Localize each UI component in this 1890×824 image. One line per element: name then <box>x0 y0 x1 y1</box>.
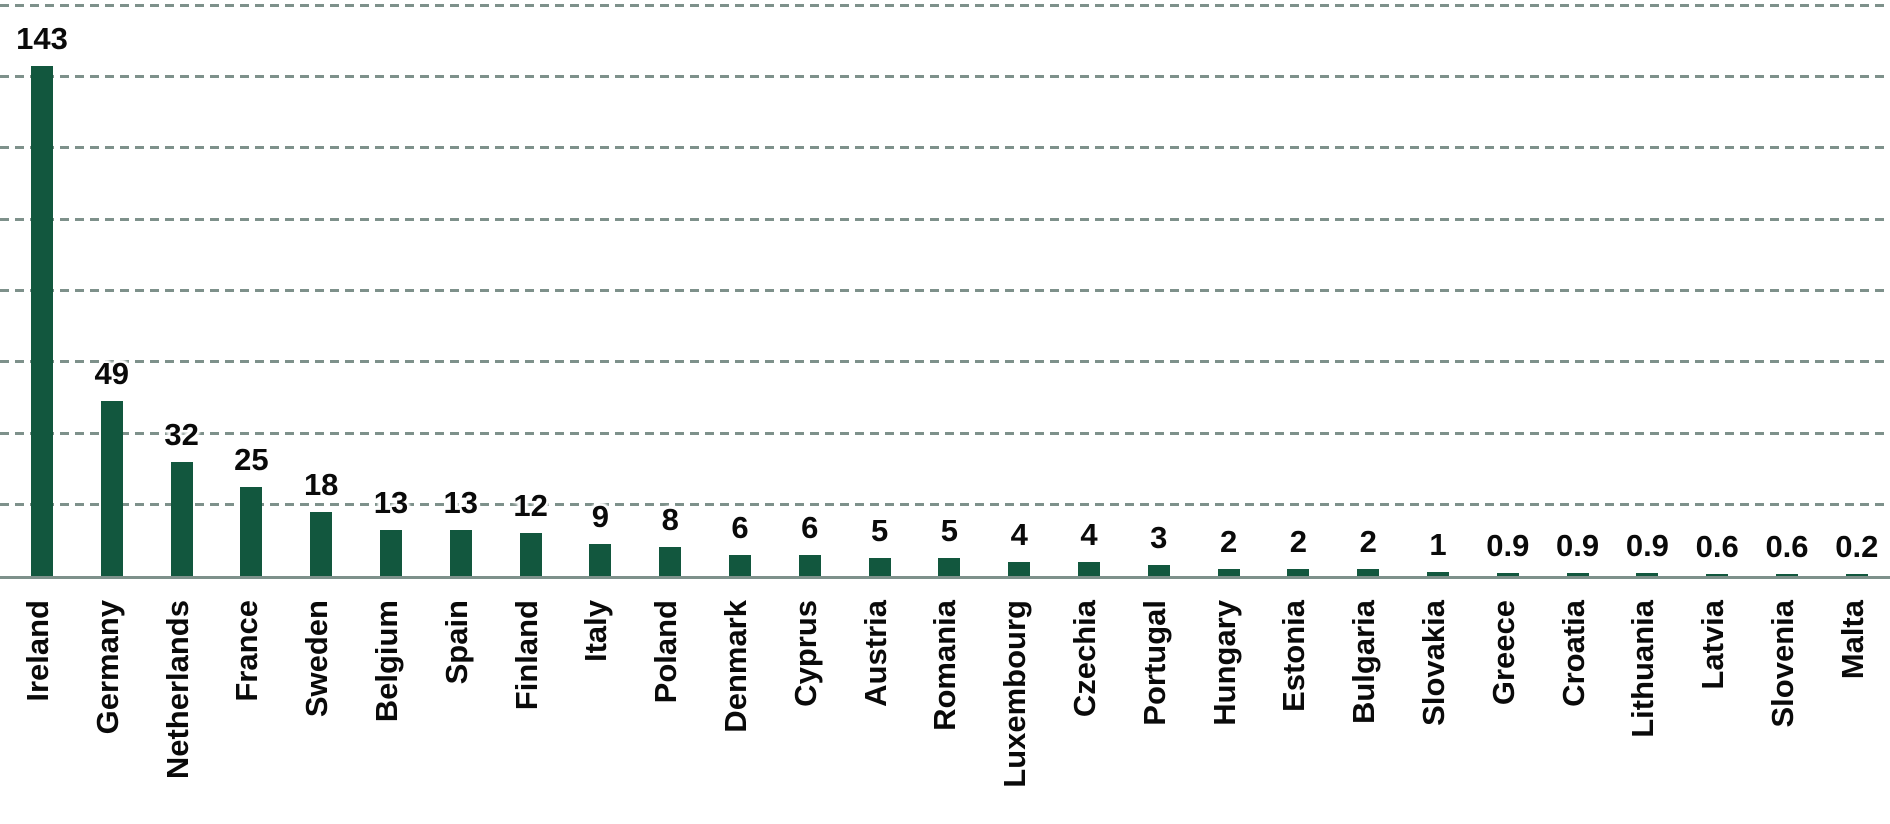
bar <box>380 529 402 576</box>
bar <box>1845 574 1868 576</box>
bar-value-label: 2 <box>1219 523 1238 559</box>
bar <box>240 486 263 576</box>
bar-value-label: 2 <box>1359 523 1377 559</box>
bar-value-label: 6 <box>731 509 749 545</box>
bar-value-label: 2 <box>1289 523 1308 559</box>
bar-value-label: 9 <box>591 498 610 534</box>
x-axis-category-label: Bulgaria <box>1346 600 1382 725</box>
x-axis-category-label: Slovenia <box>1765 600 1800 728</box>
x-axis-category-label: Portugal <box>1136 600 1172 726</box>
x-axis-category-label: Netherlands <box>159 600 195 780</box>
x-axis-category-label: Sweden <box>299 600 335 718</box>
bar <box>519 533 542 576</box>
bar-value-label: 25 <box>234 441 269 477</box>
x-axis-category-label: Estonia <box>1276 600 1312 712</box>
gridline <box>0 74 1890 78</box>
bar <box>938 558 961 576</box>
x-axis-category-label: Slovakia <box>1416 600 1451 726</box>
bar-value-label: 4 <box>1010 516 1028 552</box>
x-axis-category-label: Czechia <box>1067 600 1102 718</box>
x-axis-category-label: Cyprus <box>787 600 823 707</box>
bar-value-label: 32 <box>164 416 199 452</box>
bar <box>310 511 333 576</box>
x-axis-category-label: Romania <box>927 600 963 731</box>
bar-value-label: 13 <box>443 484 479 520</box>
x-axis-category-label: Luxembourg <box>997 600 1033 788</box>
gridline <box>0 3 1890 7</box>
x-axis-category-label: Germany <box>89 600 125 735</box>
bar-value-label: 6 <box>801 509 819 545</box>
x-axis-category-label: France <box>229 600 265 702</box>
x-axis-category-label: Austria <box>857 600 893 707</box>
bar-value-label: 143 <box>16 20 68 56</box>
x-axis-category-label: Belgium <box>369 600 404 723</box>
bar-value-label: 8 <box>661 502 679 538</box>
x-axis-category-label: Denmark <box>718 600 753 733</box>
bar-value-label: 5 <box>870 513 889 549</box>
bar-value-label: 18 <box>303 466 339 502</box>
gridline <box>0 431 1890 435</box>
bar-value-label: 12 <box>513 488 548 524</box>
bar <box>1496 572 1519 576</box>
bar <box>1427 572 1449 576</box>
gridline <box>0 217 1890 221</box>
bar-value-label: 13 <box>373 484 409 520</box>
x-axis-category-label: Poland <box>648 600 684 704</box>
bar <box>1287 568 1310 576</box>
bar-value-label: 0.6 <box>1765 528 1809 564</box>
x-axis-category-label: Finland <box>508 600 544 711</box>
bar <box>31 65 53 576</box>
bar-value-label: 0.9 <box>1556 527 1600 563</box>
gridline <box>0 146 1890 150</box>
bar-value-label: 0.2 <box>1835 529 1879 564</box>
bar <box>868 558 891 576</box>
x-axis-category-label: Italy <box>578 600 614 663</box>
x-axis-category-label: Spain <box>438 600 474 685</box>
bar <box>100 401 123 576</box>
bar <box>170 461 193 576</box>
bar <box>729 554 751 576</box>
x-axis-category-label: Hungary <box>1206 600 1242 726</box>
x-axis-category-label: Malta <box>1834 600 1870 680</box>
bar-value-label: 49 <box>94 356 130 392</box>
bar-value-label: 0.9 <box>1486 527 1530 563</box>
bar <box>1776 573 1798 576</box>
bar-value-label: 1 <box>1429 527 1447 563</box>
bar-value-label: 5 <box>940 513 959 549</box>
bar <box>1008 561 1031 576</box>
x-axis-line <box>0 576 1890 579</box>
bar <box>1357 568 1380 576</box>
bar <box>1706 573 1729 576</box>
bar-value-label: 0.6 <box>1695 528 1739 564</box>
x-axis-category-label: Latvia <box>1695 600 1731 690</box>
gridline <box>0 503 1890 507</box>
bar-value-label: 4 <box>1080 516 1098 552</box>
bar <box>449 529 472 576</box>
x-axis-category-label: Greece <box>1485 600 1521 706</box>
gridline <box>0 360 1890 364</box>
x-axis-category-label: Lithuania <box>1625 600 1661 738</box>
x-axis-category-label: Croatia <box>1555 600 1591 707</box>
bar <box>1147 565 1170 576</box>
bar-value-label: 0.9 <box>1625 527 1669 563</box>
bar-value-label: 3 <box>1150 520 1168 556</box>
bar <box>1636 572 1659 576</box>
x-axis-category-label: Ireland <box>20 600 55 702</box>
bar <box>1217 568 1240 576</box>
bar <box>1078 561 1100 576</box>
bar <box>659 547 682 576</box>
gridline <box>0 289 1890 292</box>
bar <box>1566 572 1589 576</box>
bar <box>798 554 821 576</box>
bar <box>589 543 612 576</box>
